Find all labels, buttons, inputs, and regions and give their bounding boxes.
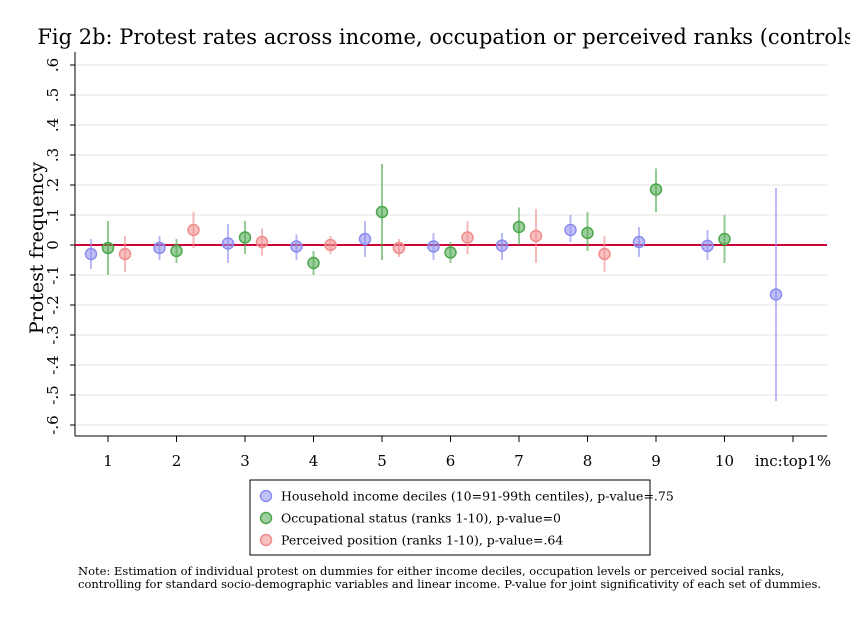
data-point	[564, 223, 577, 237]
data-point	[375, 205, 389, 219]
y-tick-label: -.4	[44, 355, 62, 374]
data-point	[170, 244, 183, 258]
legend: Household income deciles (10=91-99th cen…	[259, 489, 674, 548]
y-tick-label: .3	[44, 148, 62, 162]
y-tick-label: -.6	[44, 415, 62, 434]
x-tick-label: 6	[446, 452, 456, 470]
legend-marker	[259, 533, 273, 547]
data-point	[461, 231, 474, 244]
data-point	[392, 241, 406, 255]
x-tick-label: 4	[309, 452, 319, 470]
legend-label: Household income deciles (10=91-99th cen…	[281, 489, 674, 504]
data-point	[84, 247, 98, 261]
note-line-1: Note: Estimation of individual protest o…	[78, 564, 784, 578]
y-axis-title: Protest frequency	[26, 162, 48, 334]
chart-title: Fig 2b: Protest rates across income, occ…	[37, 25, 850, 49]
y-tick-label: .5	[44, 88, 62, 102]
data-point	[632, 235, 646, 249]
data-point	[118, 247, 132, 261]
legend-marker	[259, 511, 273, 525]
data-point	[187, 223, 200, 237]
data-point	[495, 239, 509, 252]
x-tick-label: 2	[172, 452, 182, 470]
y-tick-label: -.1	[44, 265, 62, 284]
legend-label: Occupational status (ranks 1-10), p-valu…	[281, 511, 561, 526]
x-tick-label: inc:top1%	[755, 452, 831, 470]
data-point	[581, 226, 594, 240]
x-tick-label: 9	[651, 452, 661, 470]
data-point	[701, 239, 714, 253]
series-group	[84, 188, 783, 401]
data-point	[290, 240, 303, 253]
legend-marker	[259, 489, 273, 503]
data-point	[598, 247, 611, 261]
x-tick-label: 3	[240, 452, 250, 470]
data-point	[512, 220, 526, 234]
note-line-2: controlling for standard socio-demograph…	[78, 577, 821, 591]
data-point	[769, 288, 783, 301]
legend-box	[249, 479, 651, 556]
y-tick-label: .4	[44, 118, 62, 132]
data-point	[101, 241, 115, 255]
data-point	[427, 240, 440, 253]
x-tick-label: 1	[103, 452, 113, 470]
series-group	[118, 209, 611, 272]
data-point	[649, 183, 663, 196]
data-series	[84, 164, 783, 401]
data-point	[529, 229, 543, 243]
x-tick-label: 10	[715, 452, 734, 470]
data-point	[238, 231, 252, 244]
data-point	[324, 238, 337, 252]
y-tick-label: .6	[44, 58, 62, 72]
data-point	[255, 235, 269, 249]
x-tick-label: 8	[583, 452, 593, 470]
x-axis-ticks: 1 2 3 4 5 6 7 8 9 10 inc:top1%	[103, 436, 831, 470]
data-point	[307, 256, 320, 270]
data-point	[444, 246, 457, 259]
y-tick-label: -.3	[44, 325, 62, 344]
series-group	[101, 164, 731, 275]
y-tick-label: .1	[44, 208, 62, 222]
gridlines	[75, 64, 827, 426]
data-point	[358, 232, 372, 246]
data-point	[718, 232, 731, 246]
y-tick-label: .2	[44, 178, 62, 192]
x-tick-label: 7	[514, 452, 524, 470]
x-tick-label: 5	[377, 452, 387, 470]
y-tick-label: 0	[44, 240, 62, 250]
y-tick-label: -.2	[44, 295, 62, 314]
y-tick-label: -.5	[44, 385, 62, 404]
y-axis-ticks: .6 .5 .4 .3 .2 .1 0 -.1 -.2 -.3 -.4 -.5 -.6	[44, 58, 75, 435]
legend-label: Perceived position (ranks 1-10), p-value…	[281, 533, 563, 548]
data-point	[153, 241, 166, 255]
data-point	[221, 237, 235, 250]
